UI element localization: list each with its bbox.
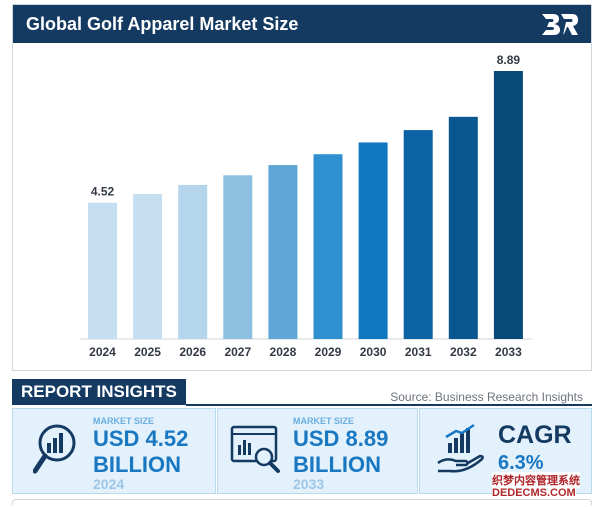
next-card-edge (12, 499, 592, 505)
watermark-line2: DEDECMS.COM (492, 487, 576, 499)
x-tick-2025: 2025 (134, 345, 161, 359)
box1-small-label: MARKET SIZE (93, 416, 155, 426)
bar-2032 (448, 116, 478, 340)
x-tick-2028: 2028 (270, 345, 297, 359)
box2-value-line1: USD 8.89 (293, 426, 389, 451)
source-note: Source: Business Research Insights (390, 390, 583, 404)
x-tick-2029: 2029 (315, 345, 342, 359)
x-tick-2032: 2032 (450, 345, 477, 359)
bar-2031 (403, 130, 433, 339)
chart-title: Global Golf Apparel Market Size (26, 14, 299, 34)
x-tick-2030: 2030 (360, 345, 387, 359)
bar-2025 (133, 193, 163, 339)
bar-2029 (313, 154, 343, 339)
br-logo-icon (542, 14, 578, 35)
bar-2027 (223, 175, 253, 339)
bar-2026 (178, 184, 208, 339)
box1-year: 2024 (93, 476, 125, 492)
x-tick-2024: 2024 (89, 345, 116, 359)
box1-value-line1: USD 4.52 (93, 426, 189, 451)
watermark-line1: 织梦内容管理系统 (492, 472, 580, 488)
bar-2033 (493, 71, 523, 339)
box2-year: 2033 (293, 476, 325, 492)
bar-chart: 2024 4.52 2025 2026 2027 2028 2029 2030 2031 2032… (80, 53, 532, 359)
insight-box-2033: MARKET SIZE USD 8.89 BILLION 2033 (217, 408, 418, 494)
hand-growth-chart-icon (437, 423, 484, 473)
insights-divider (186, 404, 592, 406)
cagr-value: 6.3% (498, 452, 544, 474)
box1-value-line2: BILLION (93, 452, 181, 477)
insight-box-2024: MARKET SIZE USD 4.52 BILLION 2024 (12, 408, 216, 494)
x-tick-2031: 2031 (405, 345, 432, 359)
bar-2028 (268, 165, 298, 339)
bar-2030 (358, 142, 388, 339)
cagr-label: CAGR (498, 421, 572, 449)
chart-header: Global Golf Apparel Market Size (13, 5, 591, 43)
bar-2024 (88, 202, 117, 339)
x-tick-2026: 2026 (179, 345, 206, 359)
report-insights-tab: REPORT INSIGHTS (12, 379, 186, 405)
x-tick-2027: 2027 (224, 345, 251, 359)
magnifier-chart-icon (33, 424, 76, 474)
box2-small-label: MARKET SIZE (293, 416, 355, 426)
data-label-2024: 4.52 (91, 185, 115, 199)
x-tick-2033: 2033 (495, 345, 522, 359)
box2-value-line2: BILLION (293, 452, 381, 477)
dashboard-search-icon (230, 425, 280, 473)
data-label-2033: 8.89 (497, 53, 521, 67)
